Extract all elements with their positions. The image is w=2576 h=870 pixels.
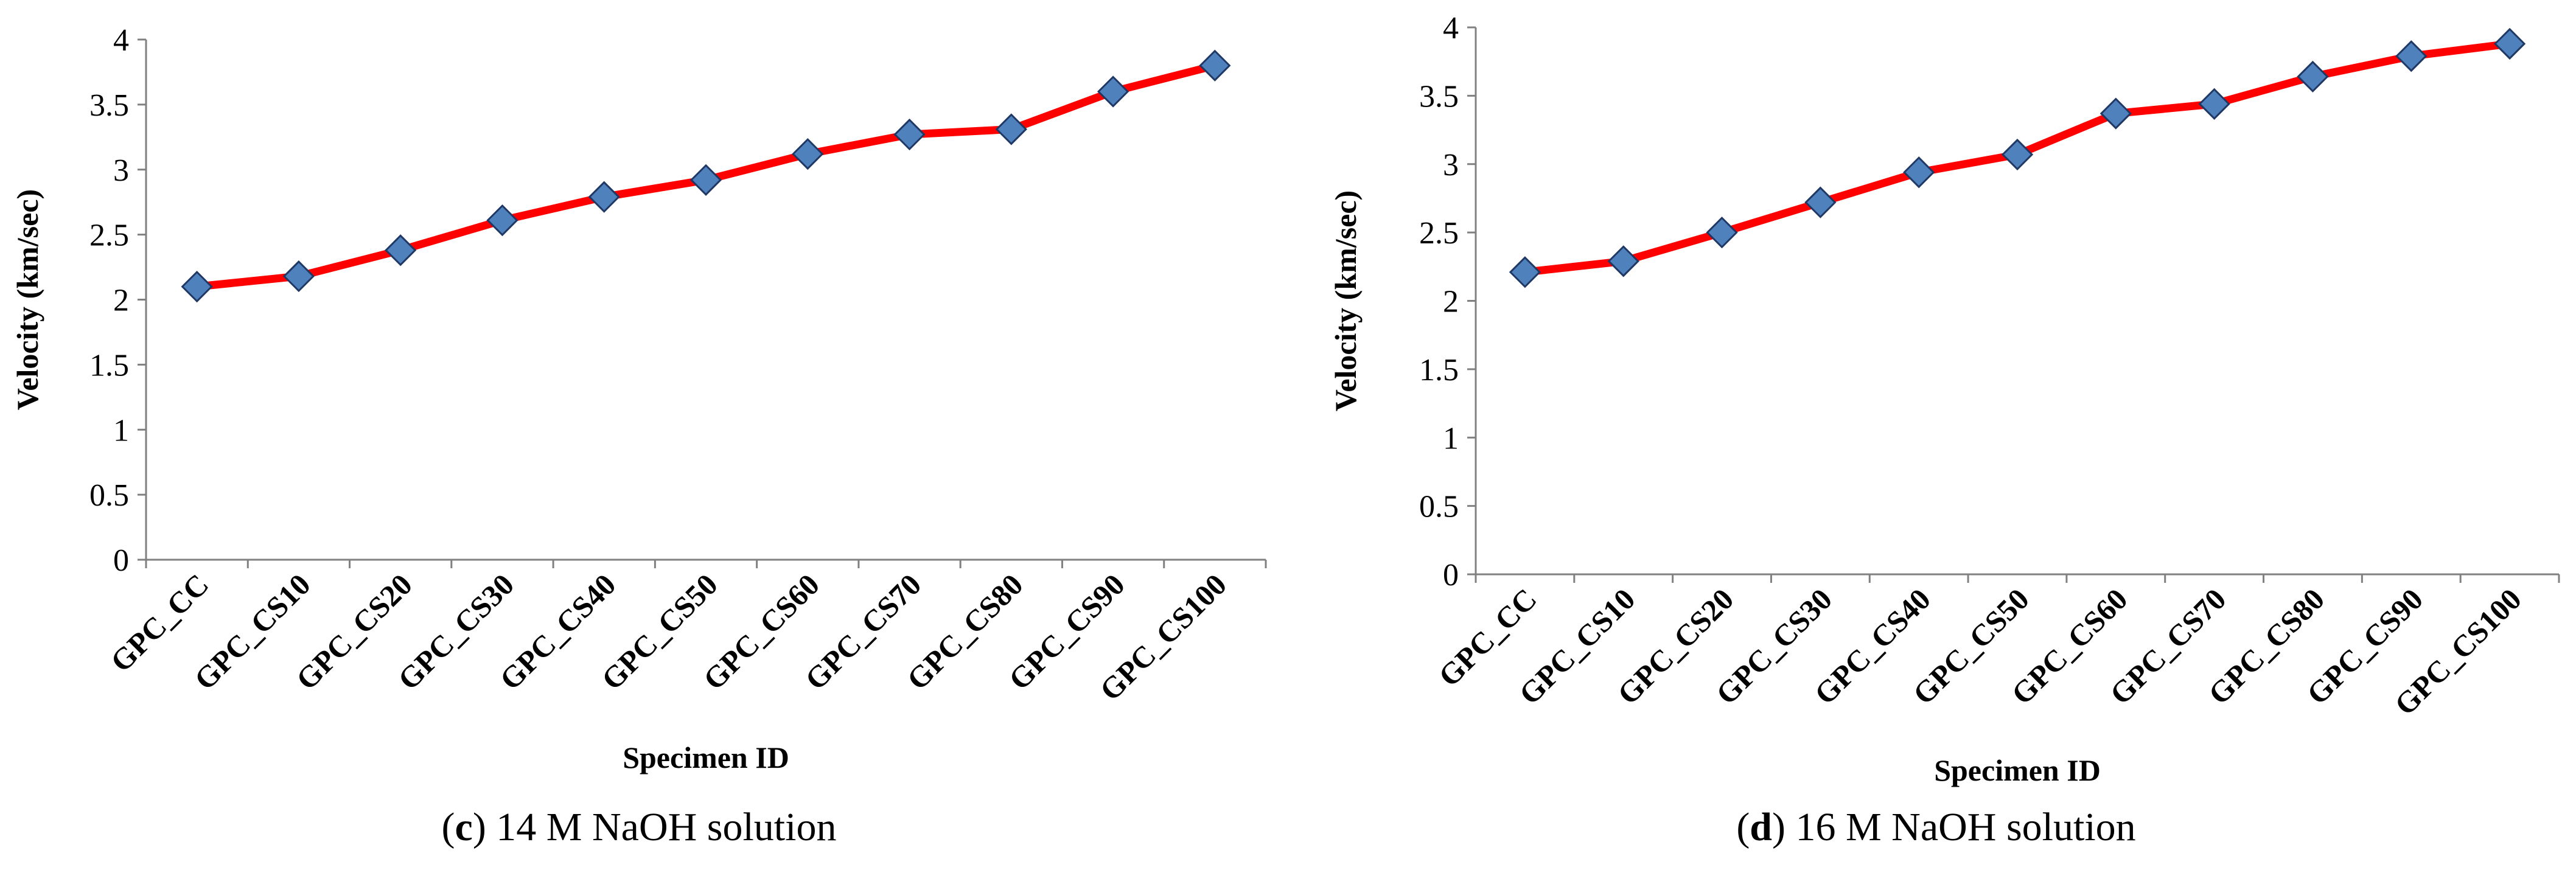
y-tick-label: 1 [1443, 421, 1459, 456]
data-point-marker [1903, 156, 1935, 189]
data-point-marker [385, 234, 417, 266]
chart-d-svg: 00.511.522.533.54GPC_CCGPC_CS10GPC_CS20G… [1328, 11, 2560, 787]
chart-c-svg: 00.511.522.533.54GPC_CCGPC_CS10GPC_CS20G… [10, 23, 1267, 774]
y-tick-label: 1 [113, 413, 129, 448]
chart-panel-d: 0 0.5 1 1.5 2 2.5 3 3.5 4 GPC_CC GPC_CS10 GPC_CS20 G… [1296, 0, 2576, 870]
y-tick-label: 1.5 [89, 348, 129, 383]
y-tick-label: 0 [1443, 558, 1459, 593]
caption-c-text: 14 M NaOH solution [486, 805, 837, 849]
data-point-marker [2100, 97, 2132, 130]
data-point-marker [893, 118, 926, 151]
data-point-marker [2493, 27, 2526, 60]
data-point-marker [2001, 138, 2034, 171]
y-tick-label: 3 [113, 153, 129, 188]
x-axis-title: Specimen ID [1934, 753, 2101, 787]
caption-d-text: 16 M NaOH solution [1785, 805, 2136, 849]
data-point-marker [282, 260, 315, 293]
y-axis-title: Velocity (km/sec) [10, 189, 44, 410]
caption-c: (c) 14 M NaOH solution [441, 805, 837, 849]
data-point-marker [1199, 49, 1231, 82]
y-tick-label: 0.5 [89, 478, 129, 513]
y-axis-title: Velocity (km/sec) [1328, 190, 1363, 411]
data-point-marker [689, 164, 722, 196]
data-point-marker [1607, 245, 1639, 277]
data-point-marker [486, 204, 518, 237]
y-tick-label: 2.5 [89, 218, 129, 253]
data-point-marker [1804, 186, 1837, 218]
y-tick-label: 2.5 [1419, 216, 1459, 251]
chart-panel-c: 0 0.5 1 1.5 2 2.5 3 3.5 4 GPC_CC GPC_CS10 GPC_CS20 G… [0, 0, 1278, 870]
data-point-marker [588, 181, 620, 213]
y-tick-label: 0.5 [1419, 490, 1459, 524]
data-point-marker [2395, 40, 2428, 72]
y-tick-label: 4 [113, 23, 129, 58]
x-axis-title: Specimen ID [623, 740, 789, 774]
y-tick-label: 2 [113, 284, 129, 318]
data-point-marker [1706, 217, 1738, 249]
y-tick-label: 3.5 [1419, 79, 1459, 114]
data-point-marker [181, 271, 213, 303]
caption-d-letter: d [1750, 805, 1773, 849]
data-point-marker [1097, 75, 1129, 108]
y-tick-label: 1.5 [1419, 353, 1459, 388]
caption-c-letter: c [455, 805, 473, 849]
y-tick-label: 3 [1443, 148, 1459, 183]
data-point-marker [792, 137, 824, 170]
data-point-marker [2198, 88, 2230, 120]
y-tick-label: 4 [1443, 11, 1459, 46]
data-point-marker [1509, 256, 1541, 288]
y-tick-label: 3.5 [89, 88, 129, 123]
caption-d: (d) 16 M NaOH solution [1736, 805, 2136, 849]
y-tick-label: 0 [113, 543, 129, 578]
data-point-marker [2297, 60, 2329, 93]
y-tick-label: 2 [1443, 285, 1459, 319]
data-point-marker [995, 113, 1027, 145]
